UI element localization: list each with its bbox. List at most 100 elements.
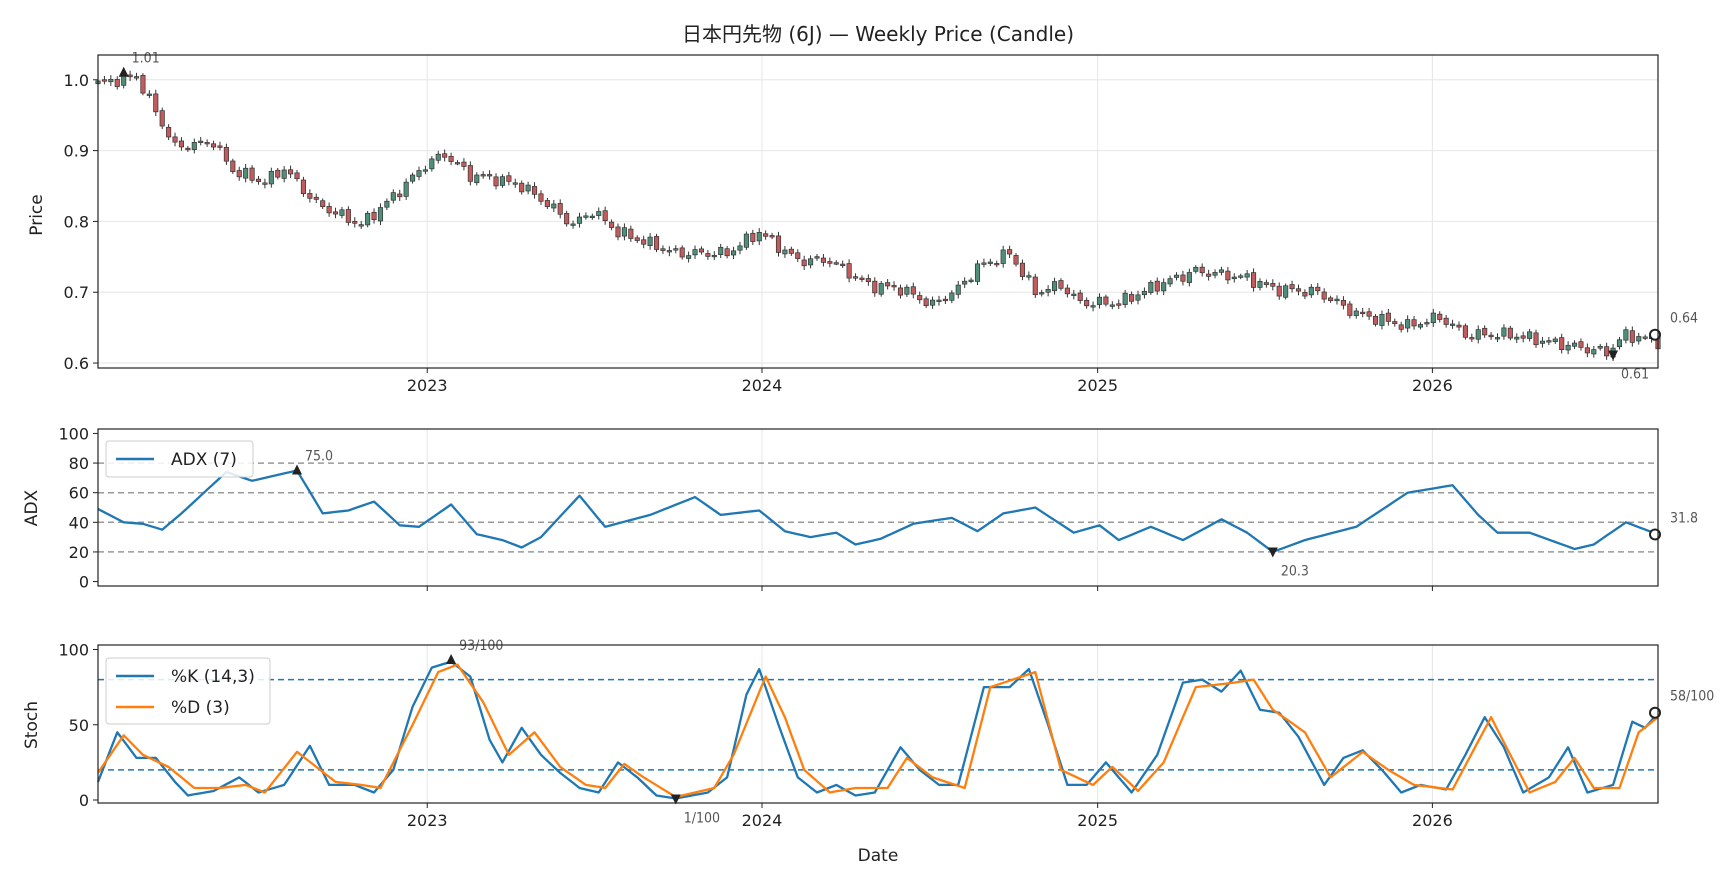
y-tick-label: 100 [58, 641, 89, 660]
candle-body [1546, 340, 1552, 343]
candle-body [101, 79, 107, 82]
candle-body [146, 93, 152, 96]
candle-body [1122, 292, 1128, 305]
candle-body [243, 167, 249, 179]
candle-body [172, 136, 178, 143]
x-tick-label: 2024 [742, 376, 783, 395]
candle-body [384, 200, 390, 208]
candle-body [795, 252, 801, 259]
y-tick-label: 0.7 [64, 283, 89, 302]
low-marker [670, 794, 681, 805]
candle-body [281, 169, 287, 179]
candle-body [564, 213, 570, 225]
low-label: 0.61 [1621, 367, 1649, 383]
candle-body [262, 182, 268, 185]
candle-body [731, 250, 737, 256]
candle-body [557, 203, 563, 215]
price-panel: 2023 2024 2025 2026 0.6 0.7 0.8 0.9 1.0 1.01 0.61 0… [64, 51, 1699, 395]
candle-body [499, 176, 505, 186]
high-marker [118, 66, 129, 77]
candle-body [1161, 282, 1167, 292]
candle-body [1501, 327, 1507, 337]
candle-body [930, 299, 936, 306]
candle-body [204, 142, 210, 145]
candle-body [1000, 249, 1006, 264]
low-marker [1608, 350, 1619, 361]
candle-body [1308, 286, 1314, 296]
candle-body [1533, 332, 1539, 346]
candle-body [268, 171, 274, 185]
candle-body [1443, 317, 1449, 325]
candle-body [1488, 334, 1494, 338]
candle-body [615, 226, 621, 238]
candle-body [371, 211, 377, 220]
candle-body [288, 169, 294, 175]
candle-body [191, 142, 197, 150]
candle-body [140, 75, 146, 94]
candle-body [570, 223, 576, 226]
candle-body [1514, 336, 1520, 340]
candle-body [397, 193, 403, 198]
candle-body [1591, 349, 1597, 355]
candle-body [885, 282, 891, 287]
candle-body [223, 147, 229, 162]
candle-body [544, 200, 550, 207]
candle-body [1385, 312, 1391, 322]
candle-body [448, 155, 454, 162]
last-value-label: 0.64 [1670, 311, 1698, 327]
candle-body [1084, 299, 1090, 307]
candle-body [782, 249, 788, 255]
candle-body [666, 250, 672, 253]
candle-body [1475, 329, 1481, 340]
x-tick-label: 2026 [1412, 811, 1453, 830]
y-tick-label: 50 [69, 716, 89, 735]
candle-body [1507, 327, 1513, 339]
candle-body [852, 276, 859, 279]
candle-body [1148, 281, 1154, 293]
candle-body [1154, 280, 1160, 292]
candle-body [1315, 286, 1321, 292]
candle-body [596, 211, 602, 216]
candle-body [1379, 314, 1385, 326]
candle-body [422, 169, 428, 172]
candle-body [750, 232, 756, 242]
candle-body [551, 203, 557, 209]
candle-body [178, 140, 185, 148]
candle-body [1302, 291, 1308, 297]
candle-body [917, 295, 923, 301]
candle-body [641, 239, 647, 245]
y-tick-label: 0.9 [64, 142, 89, 161]
date-xlabel: Date [858, 846, 899, 866]
y-tick-label: 80 [69, 454, 89, 473]
candle-body [294, 172, 300, 180]
candle-body [345, 209, 351, 223]
candle-body [1167, 278, 1173, 285]
candle-body [724, 248, 730, 257]
candle-body [1456, 324, 1462, 328]
candle-body [365, 212, 371, 226]
candle-body [1295, 288, 1302, 292]
candle-body [1494, 337, 1501, 340]
candle-body [801, 259, 807, 267]
candle-body [647, 236, 653, 246]
candle-body [108, 78, 114, 83]
candle-body [1199, 266, 1205, 274]
candle-body [1116, 303, 1122, 306]
candle-body [390, 192, 396, 201]
candle-body [442, 153, 448, 158]
candle-body [1578, 341, 1584, 348]
candle-body [788, 248, 794, 254]
candle-body [480, 174, 486, 177]
candle-body [1180, 274, 1186, 282]
candle-body [1186, 272, 1192, 283]
candle-body [1032, 276, 1038, 296]
candle-body [1372, 315, 1379, 325]
candle-body [1051, 281, 1058, 292]
candle-body [1135, 294, 1141, 301]
candle-body [1218, 269, 1225, 273]
candle-body [1360, 311, 1366, 315]
candle-body [994, 263, 1000, 266]
candle-body [1437, 313, 1443, 320]
candle-body [1064, 287, 1070, 295]
candle-body [1353, 310, 1359, 316]
